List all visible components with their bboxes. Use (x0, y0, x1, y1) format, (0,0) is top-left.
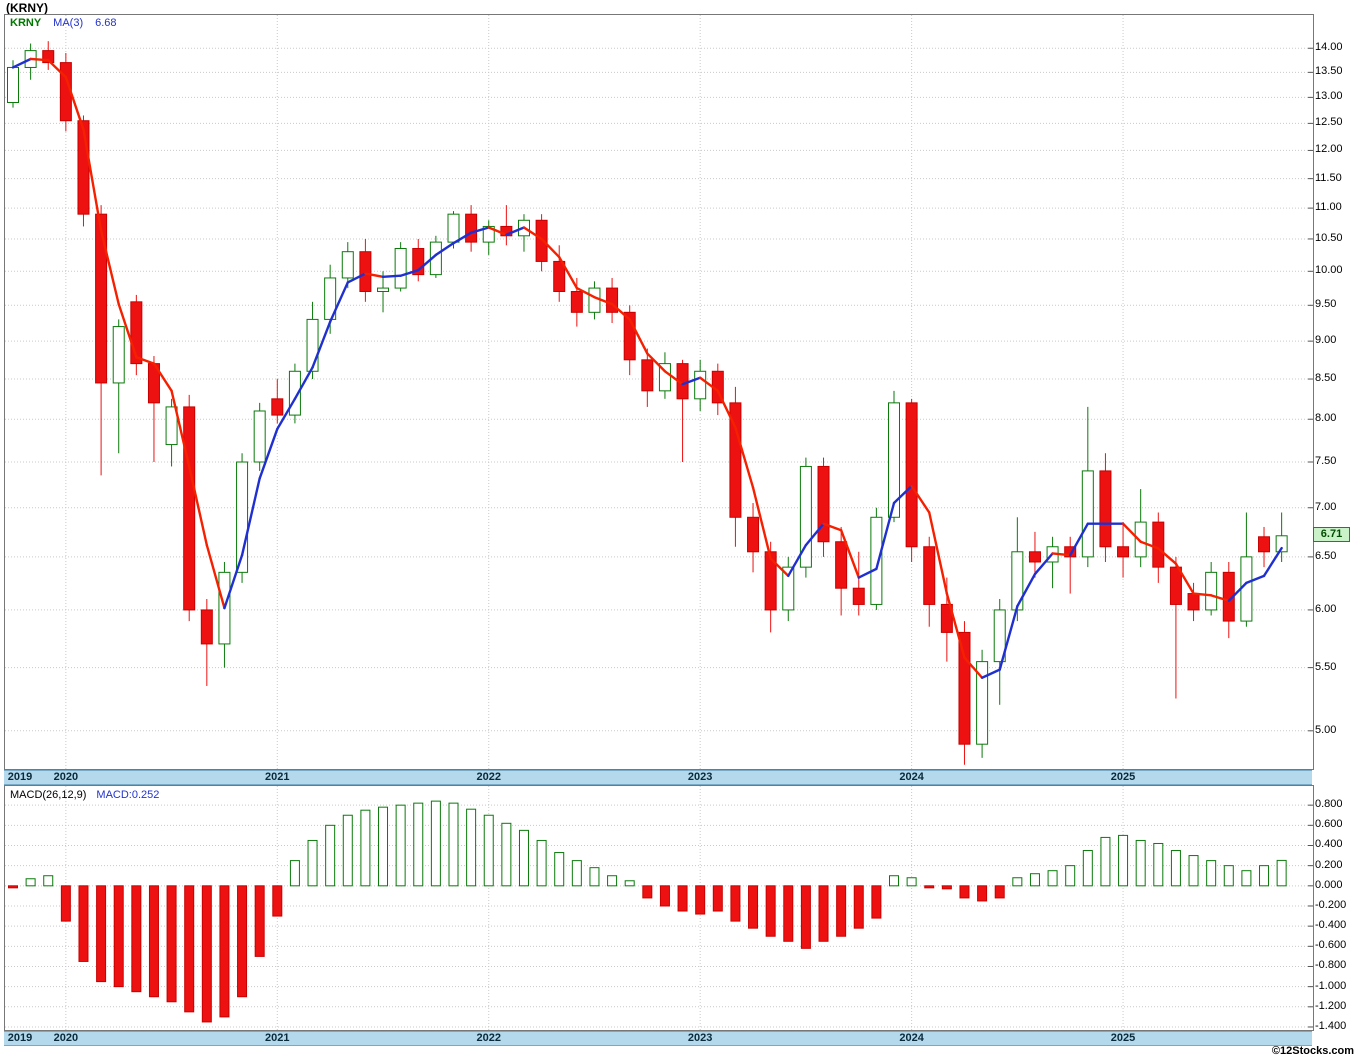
year-label: 2022 (476, 771, 501, 783)
year-label: 2023 (687, 771, 713, 783)
price-tick-label: 11.50 (1315, 171, 1342, 184)
macd-tick-label: -0.600 (1315, 939, 1347, 952)
macd-tick-label: 0.000 (1315, 878, 1343, 891)
price-tick-label: 6.50 (1315, 549, 1337, 562)
macd-tick-label: -1.000 (1315, 979, 1347, 992)
year-label: 2025 (1110, 771, 1136, 783)
year-label: 2020 (53, 771, 79, 783)
price-tick-label: 8.50 (1315, 372, 1337, 385)
year-label: 2024 (899, 1032, 924, 1044)
price-tick-label: 12.50 (1315, 116, 1343, 129)
ticker-symbol: KRNY (10, 17, 42, 29)
price-tick-label: 14.00 (1315, 41, 1343, 54)
macd-tick-label: 0.600 (1315, 818, 1343, 831)
year-label: 2023 (687, 1032, 713, 1044)
ma-value: 6.68 (95, 17, 117, 29)
macd-tick-label: 0.800 (1315, 798, 1343, 811)
year-label: 2020 (53, 1032, 79, 1044)
price-legend: KRNY MA(3) 6.68 (10, 17, 117, 29)
macd-tick-label: -0.400 (1315, 919, 1347, 932)
price-tick-label: 5.50 (1315, 660, 1337, 673)
ma-label: MA(3) (53, 17, 84, 29)
macd-tick-label: -1.400 (1315, 1019, 1347, 1032)
right-axis-labels: 5.00 5.50 6.00 6.50 7.00 7.50 8.00 8.50 9.00 9.50… (1315, 0, 1359, 1056)
macd-tick-label: -0.200 (1315, 898, 1347, 911)
price-tick-label: 13.00 (1315, 90, 1343, 103)
year-label: 2024 (899, 771, 924, 783)
year-label: 2019 (7, 1032, 33, 1044)
price-tick-label: 6.00 (1315, 602, 1337, 615)
price-tick-label: 8.00 (1315, 412, 1337, 425)
price-tick-label: 9.50 (1315, 298, 1337, 311)
year-labels-top: 2019 2020 2021 2022 2023 2024 2025 (4, 771, 1312, 784)
year-axis-bottom: 2019 2020 2021 2022 2023 2024 2025 (4, 1031, 1312, 1046)
price-tick-label: 9.00 (1315, 334, 1337, 347)
macd-params: MACD(26,12,9) (10, 789, 87, 801)
price-tick-label: 5.00 (1315, 723, 1337, 736)
price-candlestick-chart (4, 14, 1314, 770)
macd-histogram-chart (4, 785, 1314, 1031)
price-tick-label: 7.00 (1315, 500, 1337, 513)
year-label: 2021 (265, 771, 290, 783)
price-tick-label: 11.00 (1315, 201, 1342, 214)
watermark: ©12Stocks.com (1271, 1045, 1354, 1056)
macd-value: MACD:0.252 (96, 789, 160, 801)
macd-tick-label: -0.800 (1315, 959, 1347, 972)
macd-tick-label: 0.400 (1315, 838, 1343, 851)
year-label: 2022 (476, 1032, 501, 1044)
current-price-tag: 6.71 (1313, 526, 1350, 542)
macd-tick-label: 0.200 (1315, 858, 1343, 871)
year-label: 2021 (265, 1032, 290, 1044)
year-label: 2025 (1110, 1032, 1136, 1044)
price-tick-label: 10.00 (1315, 264, 1343, 277)
price-tick-label: 10.50 (1315, 231, 1343, 244)
price-tick-label: 12.00 (1315, 143, 1343, 156)
year-labels-bottom: 2019 2020 2021 2022 2023 2024 2025 (4, 1032, 1312, 1045)
macd-legend: MACD(26,12,9) MACD:0.252 (10, 789, 159, 801)
macd-tick-label: -1.200 (1315, 999, 1347, 1012)
price-tick-label: 7.50 (1315, 455, 1337, 467)
year-label: 2019 (7, 771, 33, 783)
price-tick-label: 13.50 (1315, 65, 1343, 78)
year-axis-top: 2019 2020 2021 2022 2023 2024 2025 (4, 770, 1312, 785)
chart-title: (KRNY) (6, 1, 48, 15)
